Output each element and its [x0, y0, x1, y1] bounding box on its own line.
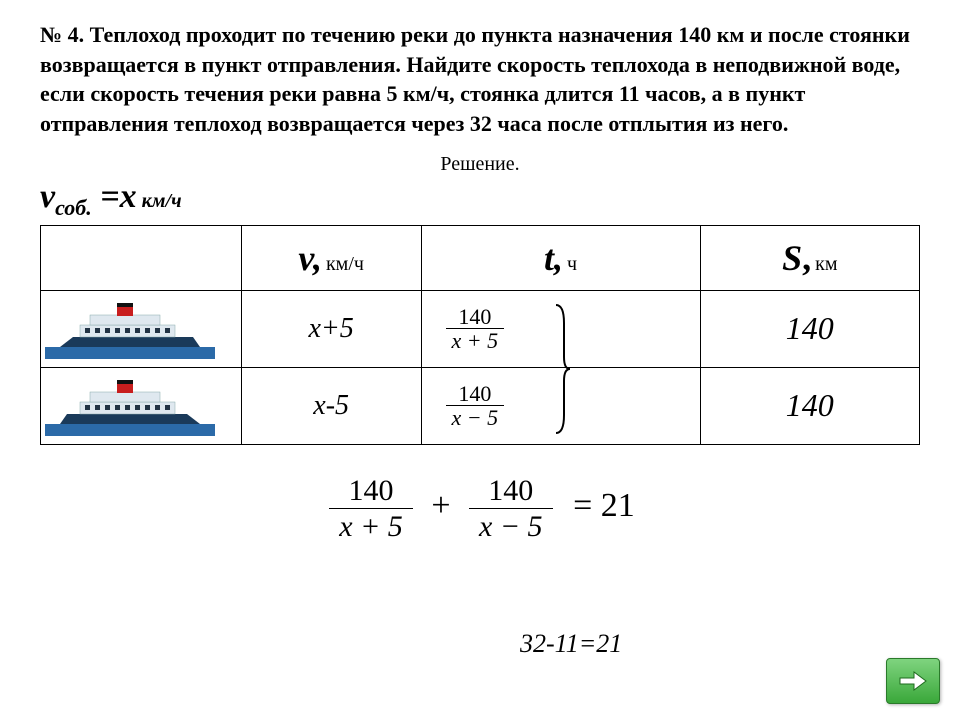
s-upstream-val: 140: [786, 387, 834, 423]
eq-plus: +: [431, 487, 450, 524]
frac-den: x + 5: [329, 509, 413, 543]
v-downstream: x+5: [241, 290, 421, 367]
final-equation: 140 x + 5 + 140 x − 5 = 21: [0, 473, 960, 545]
v-letter: v: [40, 178, 55, 215]
ship-upstream-cell: [41, 367, 242, 444]
header-s: S, км: [700, 225, 919, 290]
eq-frac-1: 140 x + 5: [329, 475, 413, 543]
frac-num: 140: [446, 305, 505, 329]
header-t-unit: ч: [567, 253, 577, 275]
solution-table: v, км/ч t, ч S, км: [40, 225, 920, 445]
frac-num: 140: [446, 382, 505, 406]
v-eq: =x: [92, 178, 137, 215]
ship-icon: [45, 299, 215, 359]
s-downstream: 140: [700, 290, 919, 367]
eq-rhs: = 21: [573, 487, 635, 524]
frac-den: x − 5: [446, 406, 505, 429]
eq-frac-2: 140 x − 5: [469, 475, 553, 543]
own-speed-definition: vсоб. =x км/ч: [40, 178, 960, 221]
table-row: x+5 140 x + 5 140 x − 5 140: [41, 290, 920, 367]
v-upstream-expr: x-5: [313, 390, 349, 421]
problem-number: № 4.: [40, 22, 84, 47]
s-upstream: 140: [700, 367, 919, 444]
header-v: v, км/ч: [241, 225, 421, 290]
arrow-right-icon: [898, 669, 928, 693]
header-empty: [41, 225, 242, 290]
ship-downstream-cell: [41, 290, 242, 367]
t-cell-combined: 140 x + 5 140 x − 5: [421, 290, 700, 444]
ship-icon: [45, 376, 215, 436]
problem-statement: № 4. Теплоход проходит по течению реки д…: [0, 0, 960, 149]
t-upstream-frac: 140 x − 5: [446, 382, 505, 429]
header-v-var: v,: [298, 238, 322, 278]
header-s-unit: км: [815, 253, 837, 275]
v-upstream: x-5: [241, 367, 421, 444]
header-v-unit: км/ч: [326, 253, 364, 275]
next-button[interactable]: [886, 658, 940, 704]
frac-num: 140: [329, 475, 413, 510]
frac-num: 140: [469, 475, 553, 510]
travel-time-calc: 32-11=21: [520, 629, 622, 659]
header-s-var: S: [782, 238, 802, 278]
header-t-var: t,: [544, 238, 563, 278]
v-sub: соб.: [55, 195, 92, 220]
table-header-row: v, км/ч t, ч S, км: [41, 225, 920, 290]
s-downstream-val: 140: [786, 310, 834, 346]
header-t: t, ч: [421, 225, 700, 290]
v-unit: км/ч: [137, 190, 182, 212]
header-s-comma: ,: [802, 238, 811, 278]
problem-text: Теплоход проходит по течению реки до пун…: [40, 22, 910, 136]
t-downstream-frac: 140 x + 5: [446, 305, 505, 352]
solution-label: Решение.: [0, 153, 960, 176]
frac-den: x − 5: [469, 509, 553, 543]
solution-table-wrap: v, км/ч t, ч S, км: [0, 225, 960, 445]
frac-den: x + 5: [446, 329, 505, 352]
v-downstream-expr: x+5: [308, 313, 353, 344]
